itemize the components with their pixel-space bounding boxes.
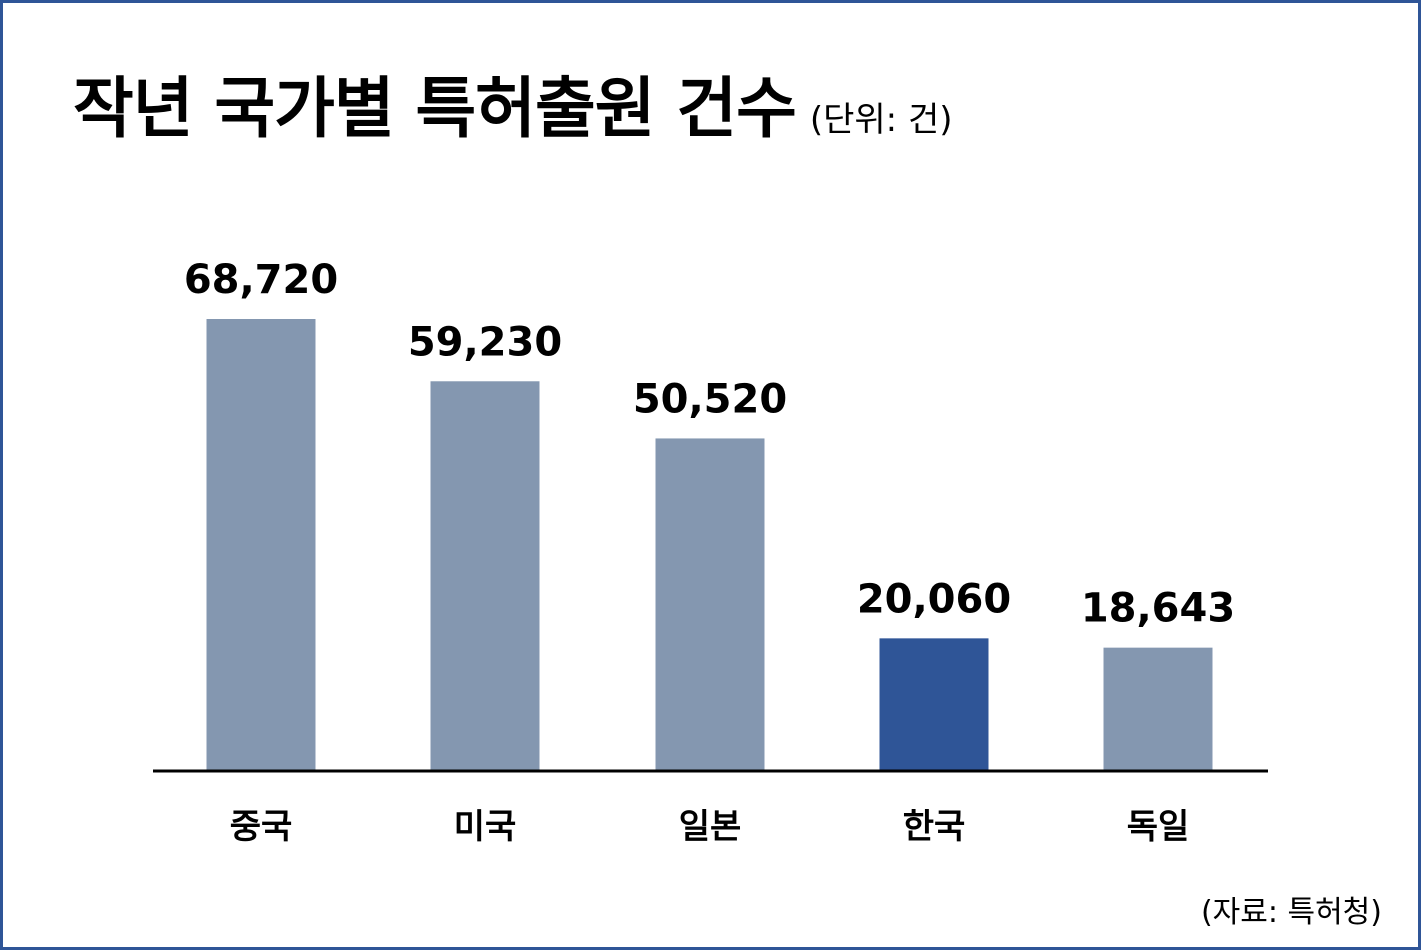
category-label-0: 중국 xyxy=(230,807,293,847)
bar-4 xyxy=(1103,647,1213,770)
bar-chart: 68,720 중국 59,230 미국 50,520 일본 20,060 한국 18,643 독일 xyxy=(153,257,1268,847)
category-label-3: 한국 xyxy=(903,807,966,847)
value-label-0: 68,720 xyxy=(184,257,338,303)
title-row: 작년 국가별 특허출원 건수 (단위: 건) xyxy=(73,55,953,151)
bar-2 xyxy=(655,438,765,770)
value-label-1: 59,230 xyxy=(408,319,562,365)
value-label-2: 50,520 xyxy=(633,376,787,422)
unit-label: (단위: 건) xyxy=(809,100,953,140)
bar-1 xyxy=(430,381,540,770)
bar-3 xyxy=(879,638,989,770)
category-label-1: 미국 xyxy=(454,807,517,847)
bar-0 xyxy=(206,319,316,770)
value-label-4: 18,643 xyxy=(1081,586,1235,632)
category-label-2: 일본 xyxy=(679,807,742,847)
category-label-4: 독일 xyxy=(1127,807,1190,847)
chart-title: 작년 국가별 특허출원 건수 xyxy=(73,70,797,147)
value-label-3: 20,060 xyxy=(857,576,1011,622)
source-note: (자료: 특허청) xyxy=(1200,895,1382,930)
